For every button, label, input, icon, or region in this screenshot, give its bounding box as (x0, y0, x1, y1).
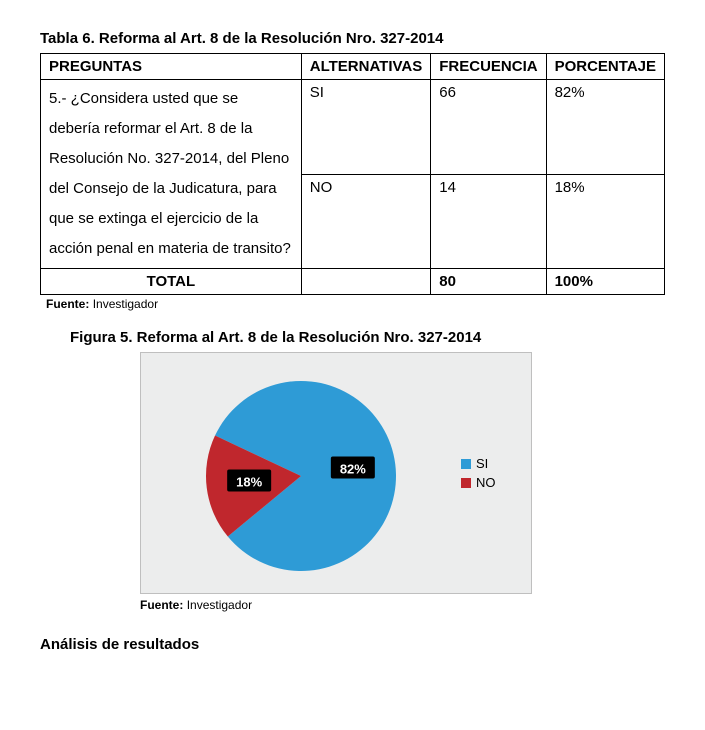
table-source: Fuente: Investigador (46, 297, 665, 311)
analysis-heading: Análisis de resultados (40, 636, 665, 653)
chart-legend: SI NO (461, 452, 521, 494)
col-frecuencia: FRECUENCIA (431, 54, 546, 80)
svg-text:18%: 18% (236, 475, 262, 490)
fuente-value: Investigador (93, 297, 158, 311)
legend-swatch-si (461, 459, 471, 469)
figure-source: Fuente: Investigador (140, 598, 665, 612)
pct-no: 18% (546, 174, 664, 269)
pie-chart: 82% 18% SI NO (140, 352, 532, 594)
freq-no: 14 (431, 174, 546, 269)
legend-item-no: NO (461, 475, 521, 490)
total-alt (301, 269, 431, 295)
pct-si: 82% (546, 80, 664, 175)
total-label: TOTAL (41, 269, 302, 295)
legend-swatch-no (461, 478, 471, 488)
fuente-label-2: Fuente: (140, 598, 183, 612)
figure-title: Figura 5. Reforma al Art. 8 de la Resolu… (70, 329, 665, 346)
alt-no: NO (301, 174, 431, 269)
freq-si: 66 (431, 80, 546, 175)
legend-label-no: NO (476, 475, 496, 490)
fuente-value-2: Investigador (187, 598, 252, 612)
col-preguntas: PREGUNTAS (41, 54, 302, 80)
alt-si: SI (301, 80, 431, 175)
col-porcentaje: PORCENTAJE (546, 54, 664, 80)
data-table: PREGUNTAS ALTERNATIVAS FRECUENCIA PORCEN… (40, 53, 665, 295)
total-freq: 80 (431, 269, 546, 295)
legend-label-si: SI (476, 456, 488, 471)
pie-svg: 82% 18% (186, 358, 416, 588)
question-cell: 5.- ¿Considera usted que se debería refo… (41, 80, 302, 269)
total-pct: 100% (546, 269, 664, 295)
col-alternativas: ALTERNATIVAS (301, 54, 431, 80)
svg-text:82%: 82% (340, 461, 366, 476)
table-title: Tabla 6. Reforma al Art. 8 de la Resoluc… (40, 30, 665, 47)
fuente-label: Fuente: (46, 297, 89, 311)
legend-item-si: SI (461, 456, 521, 471)
